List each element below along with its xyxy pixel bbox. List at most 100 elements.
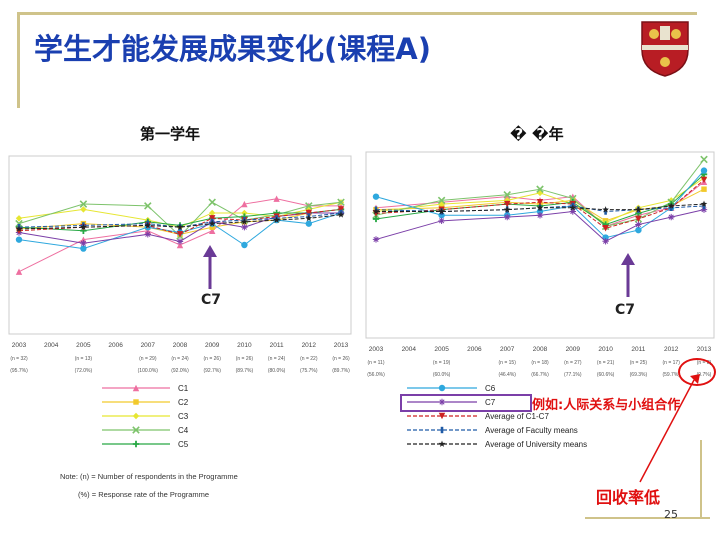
- data-point: [437, 196, 446, 205]
- data-point: [668, 213, 675, 221]
- legend-label: Average of C1-C7: [485, 412, 549, 421]
- x-tick-label: 2011: [270, 342, 284, 349]
- data-point: [700, 206, 708, 213]
- x-tick-label: 2009: [205, 342, 220, 349]
- data-point: [80, 245, 87, 252]
- slide-title: 学生才能发展成果变化(课程A): [34, 32, 431, 66]
- data-point: [700, 200, 708, 207]
- data-point: [79, 200, 88, 208]
- legend-label: Average of Faculty means: [485, 426, 578, 435]
- low-rate-arrow-icon: [639, 374, 700, 483]
- data-point: [372, 236, 380, 243]
- data-point: [372, 208, 380, 215]
- legend-marker: [438, 384, 446, 392]
- data-point: [438, 208, 445, 215]
- data-point: [503, 206, 511, 213]
- rate-label: (69.3%): [630, 372, 648, 378]
- data-point: [144, 202, 152, 210]
- series-average-of-university-means: [372, 200, 708, 215]
- data-point: [144, 221, 152, 229]
- frame-right-rule: [700, 440, 702, 518]
- x-tick-label: 2012: [664, 346, 679, 353]
- data-point: [337, 198, 345, 207]
- legend-marker: [133, 399, 139, 405]
- rate-label: (46.4%): [498, 372, 516, 378]
- n-label: (n = 19): [433, 360, 451, 366]
- note-line-2: (%) = Response rate of the Programme: [78, 490, 210, 499]
- c7-highlight-box: [400, 394, 532, 412]
- data-point: [438, 217, 445, 225]
- x-tick-label: 2006: [467, 346, 482, 353]
- right-line-chart: 2003 (n = 11) (56.0%) 2004 2005 (n = 19) (60.0…: [362, 148, 720, 384]
- x-tick-label: 2005: [434, 346, 449, 353]
- data-point: [536, 185, 544, 193]
- data-point: [209, 215, 216, 222]
- data-point: [372, 215, 380, 223]
- data-point: [305, 209, 312, 217]
- legend-label: C3: [178, 412, 189, 421]
- n-label: (n = 24): [171, 356, 189, 362]
- university-emblem-icon: [641, 21, 689, 77]
- x-tick-label: 2003: [12, 342, 27, 349]
- data-point: [569, 208, 576, 215]
- data-point: [604, 208, 607, 215]
- data-point: [144, 231, 151, 238]
- x-tick-label: 2006: [108, 342, 123, 349]
- legend-marker: [132, 412, 140, 420]
- rate-label: (60.6%): [597, 372, 615, 378]
- data-point: [80, 240, 87, 247]
- data-point: [305, 220, 312, 227]
- data-point: [15, 215, 23, 222]
- rate-label: (72.0%): [75, 368, 93, 374]
- data-point: [536, 204, 544, 211]
- x-tick-label: 2013: [697, 346, 712, 353]
- rate-label: (59.7%): [662, 372, 680, 378]
- left-line-chart: 2003 (n = 32) (95.7%) 2004 2005 (n = 13) (72.0…: [5, 152, 357, 384]
- data-point: [536, 189, 544, 197]
- legend-label: Average of University means: [485, 440, 587, 449]
- data-point: [602, 238, 609, 245]
- n-label: (n = 32): [10, 356, 28, 362]
- data-point: [635, 206, 642, 213]
- data-point: [209, 227, 216, 234]
- data-point: [80, 206, 87, 213]
- legend-label: C4: [178, 426, 189, 435]
- data-point: [702, 202, 706, 210]
- data-point: [700, 176, 708, 184]
- data-point: [209, 209, 216, 217]
- rate-label: (100.0%): [138, 368, 159, 374]
- n-label: (n = 17): [663, 360, 681, 366]
- data-point: [504, 193, 511, 200]
- data-point: [176, 231, 184, 238]
- legend-label: C5: [178, 440, 189, 449]
- legend-label: C1: [178, 384, 189, 393]
- data-point: [176, 241, 184, 249]
- n-label: (n = 29): [139, 356, 157, 362]
- series-average-of-university-means: [15, 211, 345, 232]
- legend-marker: [132, 384, 140, 392]
- data-point: [15, 268, 23, 275]
- x-tick-label: 2007: [141, 342, 156, 349]
- series-line: [376, 203, 705, 213]
- data-point: [176, 223, 184, 231]
- rate-label: (92.7%): [203, 368, 221, 374]
- n-label: (n = 11): [368, 360, 385, 366]
- rate-label: (80.0%): [268, 368, 286, 374]
- legend-marker: [438, 440, 446, 447]
- data-point: [536, 199, 544, 206]
- rate-label: (56.0%): [367, 372, 385, 378]
- data-point: [241, 224, 248, 231]
- data-point: [504, 213, 511, 221]
- legend-marker: [132, 440, 140, 448]
- rate-label: (89.7%): [236, 368, 254, 374]
- data-point: [635, 221, 642, 228]
- legend-label: C2: [178, 398, 189, 407]
- n-label: (n = 22): [300, 356, 318, 362]
- rate-label: (66.7%): [531, 372, 549, 378]
- data-point: [635, 215, 642, 223]
- low-response-note: 回收率低: [596, 488, 661, 507]
- data-point: [602, 206, 609, 213]
- legend-label: C7: [485, 398, 496, 407]
- legend-marker: [132, 426, 140, 434]
- data-point: [15, 236, 23, 243]
